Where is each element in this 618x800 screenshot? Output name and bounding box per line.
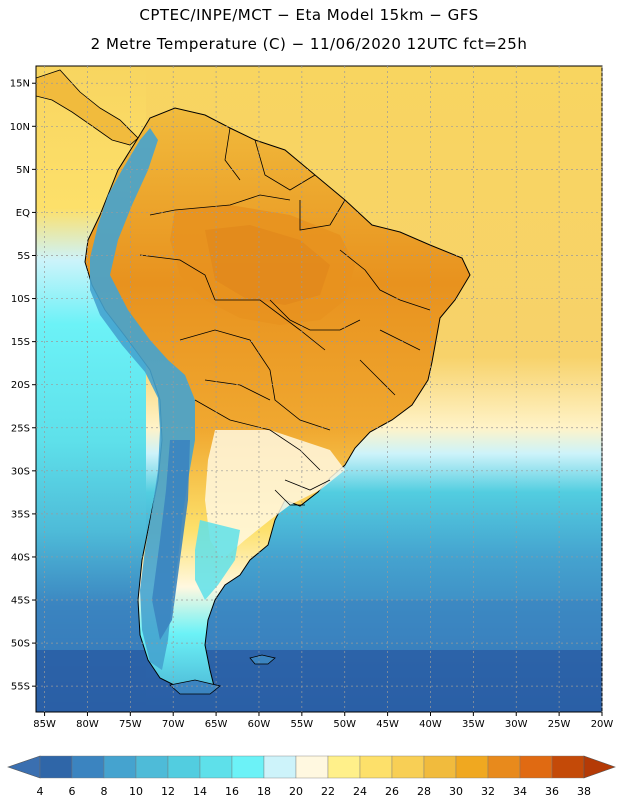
amazon-core	[205, 225, 330, 305]
colorbar-box	[103, 755, 137, 779]
lat-label: 40S	[11, 552, 30, 563]
colorbar	[7, 755, 616, 779]
colorbar-label: 16	[225, 785, 239, 798]
colorbar-arrow-left	[7, 755, 41, 779]
longitude-labels: 85W 80W 75W 70W 65W 60W 55W 50W 45W 40W 35W 30W 25W 2…	[33, 719, 613, 730]
colorbar-label: 28	[417, 785, 431, 798]
lat-label: 10S	[11, 294, 30, 305]
colorbar-box	[455, 755, 489, 779]
tierra-del-fuego	[169, 679, 221, 695]
lon-label: 25W	[548, 719, 571, 730]
colorbar-box	[263, 755, 297, 779]
colorbar-arrow-right	[583, 755, 616, 779]
colorbar-box	[391, 755, 425, 779]
lat-label: 10N	[10, 122, 30, 133]
southern-argentina-region	[195, 520, 240, 600]
colorbar-label: 10	[129, 785, 143, 798]
colorbar-label: 26	[385, 785, 399, 798]
lon-label: 30W	[505, 719, 528, 730]
map-subtitle: 2 Metre Temperature (C) − 11/06/2020 12U…	[90, 35, 528, 53]
colorbar-box	[231, 755, 265, 779]
latitude-labels: 15N 10N 5N EQ 5S 10S 15S 20S 25S 30S 35S 40S 45S 50S 5…	[10, 79, 30, 693]
southern-ocean-mid	[36, 600, 602, 650]
colorbar-label: 36	[545, 785, 559, 798]
colorbar-label: 6	[69, 785, 76, 798]
lon-label: 65W	[205, 719, 228, 730]
lat-label: 30S	[11, 466, 30, 477]
colorbar-label: 18	[257, 785, 271, 798]
colorbar-label: 12	[161, 785, 175, 798]
lon-label: 45W	[376, 719, 399, 730]
lon-label: 70W	[162, 719, 185, 730]
lat-label: 20S	[11, 380, 30, 391]
colorbar-label: 8	[101, 785, 108, 798]
colorbar-box	[135, 755, 169, 779]
lat-label: EQ	[16, 208, 30, 219]
colorbar-label: 34	[513, 785, 527, 798]
colorbar-box	[199, 755, 233, 779]
colorbar-box	[359, 755, 393, 779]
lat-label: 35S	[11, 509, 30, 520]
colorbar-label: 22	[321, 785, 335, 798]
pampas-region	[205, 430, 345, 560]
lon-label: 60W	[248, 719, 271, 730]
colorbar-box	[327, 755, 361, 779]
lon-label: 55W	[291, 719, 314, 730]
colorbar-box	[423, 755, 457, 779]
colorbar-box	[295, 755, 329, 779]
colorbar-label: 4	[37, 785, 44, 798]
colorbar-label: 30	[449, 785, 463, 798]
lat-lon-grid	[32, 66, 603, 716]
map-title: CPTEC/INPE/MCT − Eta Model 15km − GFS	[139, 6, 479, 24]
colorbar-box	[487, 755, 521, 779]
lon-label: 35W	[462, 719, 485, 730]
lat-label: 15N	[10, 79, 30, 90]
lat-label: 25S	[11, 423, 30, 434]
lon-label: 20W	[591, 719, 614, 730]
lon-label: 40W	[419, 719, 442, 730]
colorbar-box	[551, 755, 585, 779]
falkland-islands	[249, 654, 276, 665]
country-borders	[139, 127, 431, 506]
colorbar-box	[167, 755, 201, 779]
lon-label: 50W	[333, 719, 356, 730]
colorbar-box	[39, 755, 73, 779]
lat-label: 50S	[11, 639, 30, 650]
map-frame	[35, 65, 603, 713]
lat-label: 5N	[16, 165, 30, 176]
colorbar-box	[519, 755, 553, 779]
southern-ocean	[36, 650, 602, 712]
lat-label: 45S	[11, 596, 30, 607]
lon-label: 80W	[76, 719, 99, 730]
lon-label: 75W	[119, 719, 142, 730]
lat-label: 15S	[11, 337, 30, 348]
patagonia-cold-region	[152, 440, 190, 640]
colorbar-label: 24	[353, 785, 367, 798]
colorbar-label: 20	[289, 785, 303, 798]
colorbar-labels: 4 6 8 10 12 14 16 18 20 22 24 26 28 30 32 34 36 38	[37, 785, 592, 798]
lat-label: 5S	[17, 251, 30, 262]
colorbar-label: 32	[481, 785, 495, 798]
colorbar-box	[71, 755, 105, 779]
lat-label: 55S	[11, 682, 30, 693]
colorbar-label: 14	[193, 785, 207, 798]
colorbar-label: 38	[577, 785, 591, 798]
lon-label: 85W	[33, 719, 56, 730]
